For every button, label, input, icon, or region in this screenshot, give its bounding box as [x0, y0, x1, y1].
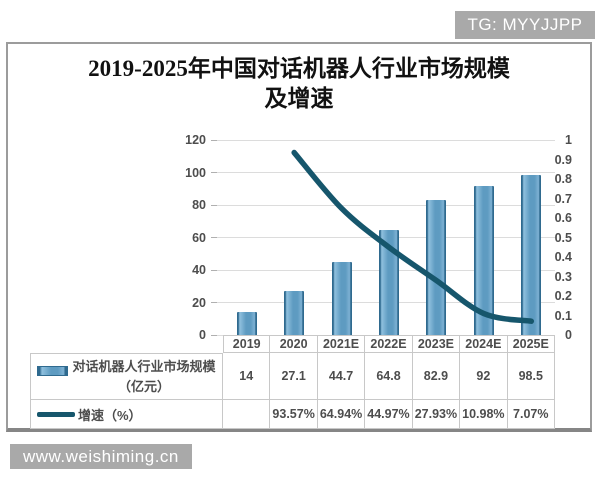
- right-axis-tick-label: 0.9: [554, 152, 572, 167]
- right-axis-tick-label: 0.3: [554, 269, 572, 284]
- category-label-2020: 2020: [270, 335, 318, 353]
- growth-rate-value-2021E: 64.94%: [317, 400, 366, 429]
- market-size-value-2021E: 44.7: [317, 353, 366, 400]
- right-axis-tick-label: 0.2: [554, 289, 572, 303]
- line-legend-key: [37, 411, 75, 417]
- growth-rate-value-2025E: 7.07%: [507, 400, 555, 429]
- axis-tick: [211, 139, 217, 141]
- legend-market-size-label: 对话机器人行业市场规模（亿元）: [72, 359, 216, 395]
- data-table: 2019 2020 2021E 2022E 2023E 2024E 2025E 对话机器人行业…: [30, 335, 555, 429]
- left-axis-tick-label: 20: [192, 295, 206, 310]
- right-axis-tick-label: 0.1: [554, 308, 572, 323]
- market-size-value-2025E: 98.5: [507, 353, 555, 400]
- bar-2024E: [473, 185, 494, 335]
- legend-growth-rate-label: 增速（%）: [78, 407, 142, 423]
- axis-tick: [211, 172, 217, 173]
- left-axis-tick-label: 120: [185, 133, 206, 147]
- bar-2021E: [331, 262, 352, 335]
- category-label-2019: 2019: [223, 335, 271, 353]
- site-watermark: www.weishiming.cn: [10, 444, 192, 469]
- market-size-value-2023E: 82.9: [412, 353, 461, 400]
- right-axis-tick-label: 0: [565, 328, 572, 342]
- growth-rate-value-2024E: 10.98%: [460, 400, 508, 429]
- left-axis-tick-label: 0: [199, 328, 206, 342]
- bar-2022E: [379, 229, 399, 335]
- bar-2020: [284, 290, 305, 335]
- right-axis-labels: 1 0.9 0.8 0.7 0.6 0.5 0.4 0.3 0.2 0.1 0: [542, 133, 572, 342]
- right-axis-tick-label: 0.5: [554, 230, 572, 245]
- growth-rate-value-2019: [223, 400, 271, 429]
- legend-market-size: 对话机器人行业市场规模（亿元）: [30, 353, 223, 400]
- right-axis-tick-label: 0.6: [554, 211, 572, 225]
- market-size-value-2020: 27.1: [270, 353, 318, 400]
- axis-tick: [211, 237, 217, 238]
- gridline: [217, 139, 555, 141]
- left-axis-tick-label: 100: [185, 165, 206, 180]
- table-corner-empty: [30, 335, 223, 353]
- category-label-2025E: 2025E: [507, 335, 555, 353]
- left-axis-tick-label: 40: [192, 263, 206, 277]
- left-axis-tick-label: 80: [192, 198, 206, 212]
- axis-tick: [211, 302, 217, 303]
- plot-area: [211, 139, 555, 336]
- axis-tick: [211, 204, 217, 206]
- category-label-2023E: 2023E: [412, 335, 461, 353]
- category-label-2024E: 2024E: [460, 335, 508, 353]
- growth-rate-line: [291, 149, 535, 324]
- category-label-2021E: 2021E: [317, 335, 366, 353]
- growth-line-path: [291, 149, 535, 324]
- axis-tick: [211, 334, 217, 336]
- growth-rate-value-2023E: 27.93%: [412, 400, 461, 429]
- left-axis-tick-label: 60: [192, 230, 206, 245]
- growth-rate-value-2020: 93.57%: [270, 400, 318, 429]
- market-size-value-2019: 14: [223, 353, 271, 400]
- bar-2019: [236, 312, 257, 335]
- bar-2023E: [426, 200, 447, 335]
- category-label-2022E: 2022E: [365, 335, 413, 353]
- gridline: [217, 172, 555, 173]
- right-axis-tick-label: 0.7: [554, 191, 572, 206]
- bar-legend-key: [37, 366, 68, 376]
- growth-rate-value-2022E: 44.97%: [365, 400, 413, 429]
- telegram-watermark-badge: TG: MYYJJPP: [455, 11, 595, 39]
- right-axis-tick-label: 0.8: [554, 172, 572, 186]
- axis-tick: [211, 269, 217, 271]
- right-axis-tick-label: 0.4: [554, 250, 572, 264]
- bar-2025E: [521, 174, 542, 335]
- market-size-value-2024E: 92: [460, 353, 508, 400]
- right-axis-tick-label: 1: [565, 133, 572, 147]
- gridline: [217, 204, 555, 206]
- chart-title: 2019-2025年中国对话机器人行业市场规模及增速: [88, 56, 510, 111]
- market-size-value-2022E: 64.8: [365, 353, 413, 400]
- left-axis-labels: 120 100 80 60 40 20 0: [148, 133, 206, 342]
- legend-growth-rate: 增速（%）: [30, 400, 223, 429]
